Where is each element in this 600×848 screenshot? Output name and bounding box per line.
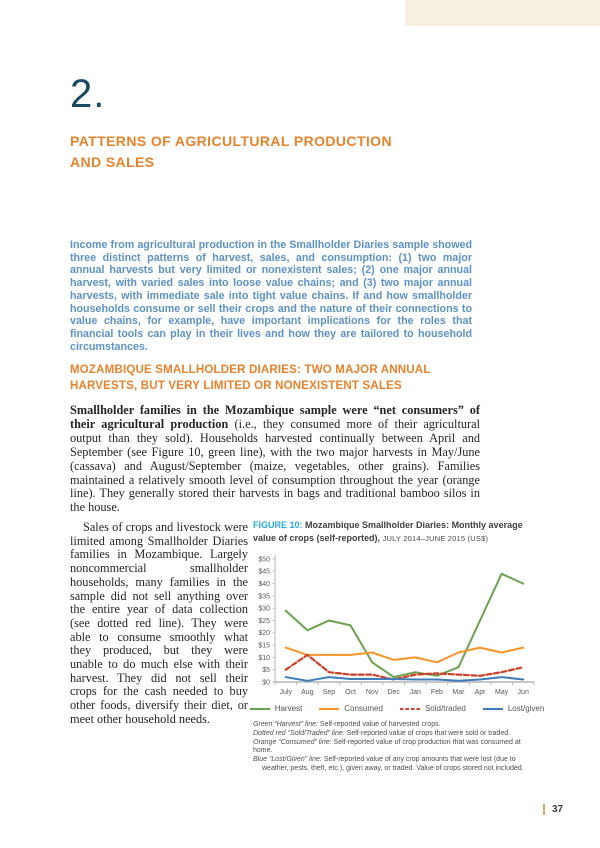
- lead-paragraph-rest-text: (i.e., they consumed more of their agric…: [70, 416, 480, 515]
- x-axis-tick-label: Jan: [410, 689, 421, 696]
- line-chart: $0 $5 $10 $15 $20 $25 $30 $35 $40 $45 $50 July Aug Se…: [258, 555, 535, 696]
- lost-given-line-swatch-icon: [482, 707, 503, 710]
- footnote-lead: Green “Harvest” line:: [253, 721, 318, 728]
- y-axis-tick-label: $25: [258, 618, 270, 625]
- figure-label: FIGURE 10:: [253, 520, 303, 530]
- x-axis-tick-label: Aug: [301, 689, 314, 696]
- page-number: 37: [552, 804, 564, 815]
- legend-item-consumed: Consumed: [318, 704, 383, 713]
- x-axis-tick-label: July: [280, 689, 293, 696]
- page-footer: 37: [543, 804, 563, 815]
- lead-paragraph: Smallholder families in the Mozambique s…: [70, 403, 480, 515]
- footnote-lead: Blue “Lost/Given” line:: [253, 756, 322, 764]
- y-axis-tick-label: $35: [258, 593, 270, 600]
- y-axis-tick-label: $45: [258, 569, 270, 576]
- sold-traded-dashed-line-swatch-icon: [399, 707, 420, 710]
- figure-10: FIGURE 10: Mozambique Smallholder Diarie…: [249, 519, 544, 774]
- footnote-text: Self-reported value of any crop amounts …: [262, 756, 524, 772]
- footnote-consumed: Orange “Consumed” line: Self-reported va…: [253, 739, 540, 757]
- footnote-text: Self-reported value of crops that were s…: [344, 729, 511, 737]
- footnote-lead: Dotted red “Sold/Traded” line:: [253, 729, 345, 737]
- legend-item-lost-given: Lost/given: [482, 704, 544, 713]
- series-line-consumed: [284, 646, 525, 664]
- figure-caption-text: Mozambique Smallholder Diaries: Monthly …: [253, 520, 523, 543]
- figure-caption: FIGURE 10: Mozambique Smallholder Diarie…: [253, 519, 540, 545]
- footnote-sold-traded: Dotted red “Sold/Traded” line: Self-repo…: [253, 730, 540, 739]
- x-axis-tick-label: Jun: [518, 689, 529, 696]
- y-axis-tick-label: $50: [258, 556, 270, 563]
- y-axis-tick-label: $15: [258, 643, 270, 650]
- consumed-line-swatch-icon: [319, 707, 340, 710]
- series-line-harvest: [284, 572, 525, 679]
- chart-legend: Harvest Consumed Sold/traded Lost/given: [249, 704, 544, 713]
- chapter-title: PATTERNS OF AGRICULTURAL PRODUCTION AND …: [70, 133, 392, 170]
- section-heading: MOZAMBIQUE SMALLHOLDER DIARIES: TWO MAJO…: [70, 364, 431, 392]
- series-line-lost-given: [284, 676, 525, 682]
- y-axis-tick-label: $40: [258, 581, 270, 588]
- y-axis-tick-label: $20: [258, 630, 270, 637]
- x-axis-tick-label: May: [495, 689, 509, 696]
- figure-caption-date-range: JULY 2014–JUNE 2015 (US$): [382, 533, 489, 543]
- x-axis-tick-label: Dec: [387, 689, 400, 696]
- x-axis-tick-label: Feb: [431, 689, 443, 696]
- legend-label: Harvest: [274, 704, 303, 713]
- x-axis-tick-label: Nov: [366, 689, 379, 696]
- series-line-sold-traded: [284, 653, 525, 681]
- legend-label: Consumed: [344, 704, 383, 713]
- legend-label: Lost/given: [507, 704, 545, 713]
- y-axis-tick-label: $10: [258, 655, 270, 662]
- harvest-line-swatch-icon: [249, 707, 270, 710]
- lead-paragraph-bold-text: Smallholder families in the Mozambique s…: [70, 403, 480, 431]
- legend-label: Sold/traded: [424, 704, 466, 713]
- legend-item-harvest: Harvest: [249, 704, 303, 713]
- footnote-text: Self-reported value of harvested crops.: [317, 721, 441, 728]
- footnote-harvest: Green “Harvest” line: Self-reported valu…: [253, 721, 540, 730]
- x-axis-tick-label: Apr: [475, 689, 487, 696]
- chapter-number: 2.: [70, 72, 106, 116]
- intro-paragraph: Income from agricultural production in t…: [70, 239, 472, 353]
- y-axis-tick-label: $5: [262, 667, 270, 674]
- footnote-lost-given: Blue “Lost/Given” line: Self-reported va…: [253, 756, 540, 774]
- body-column-paragraph: Sales of crops and livestock were limite…: [70, 520, 248, 726]
- x-axis-tick-label: Sep: [323, 689, 336, 696]
- corner-accent-band: [405, 0, 600, 26]
- y-axis-tick-label: $0: [262, 679, 270, 686]
- footnote-text: Self-reported value of crop production t…: [253, 738, 521, 755]
- footer-divider-bar: [543, 804, 545, 815]
- figure-footnotes: Green “Harvest” line: Self-reported valu…: [253, 721, 540, 774]
- x-axis-tick-label: Mar: [452, 689, 465, 696]
- x-axis-tick-label: Oct: [345, 689, 356, 696]
- y-axis-tick-label: $30: [258, 606, 270, 613]
- footnote-lead: Orange “Consumed” line:: [253, 738, 332, 746]
- legend-item-sold-traded: Sold/traded: [399, 704, 466, 713]
